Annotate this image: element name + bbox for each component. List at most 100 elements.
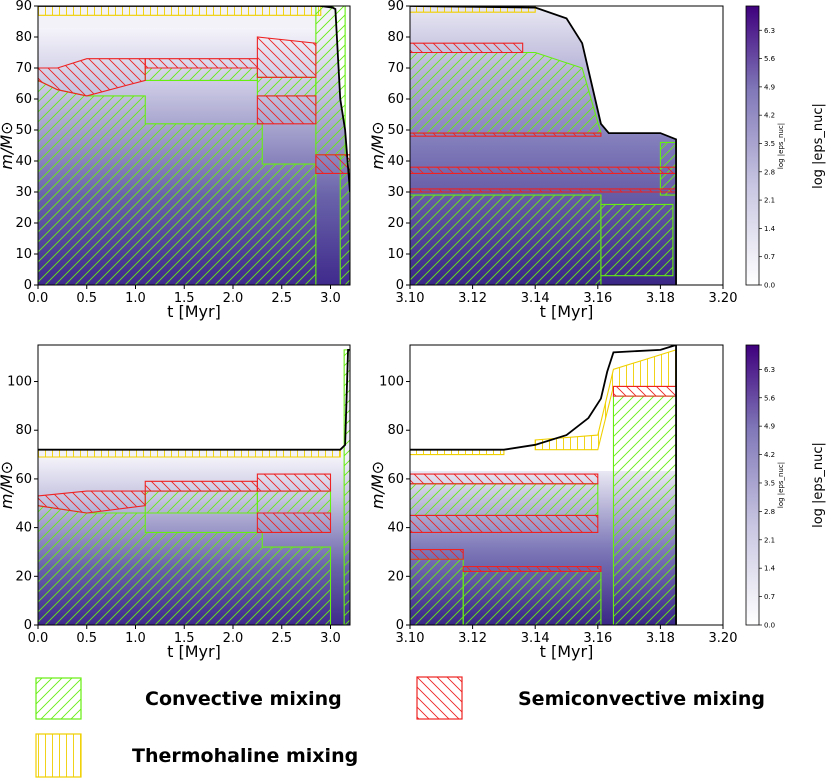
p4-total-mass-line bbox=[410, 345, 677, 625]
panel-bottom-right: 3.10 3.12 3.14 3.16 3.18 3.20 0 20 40 60 80 100 t [M… bbox=[368, 344, 737, 661]
p4-semiconvective-zone-4 bbox=[612, 385, 677, 397]
p3-ytick-label: 0 bbox=[24, 618, 32, 633]
p3-semiconvective-zone-2 bbox=[256, 473, 332, 492]
p4-semiconvective-zone-2 bbox=[410, 514, 599, 534]
colorbar-bottom-gradient bbox=[745, 344, 760, 626]
colorbar-tick-label: 4.9 bbox=[764, 83, 775, 91]
p2-total-mass-line bbox=[410, 6, 677, 285]
p2-ytick-label: 70 bbox=[387, 61, 404, 76]
p2-convective-zone-0 bbox=[410, 194, 602, 285]
p4-ytick-label: 100 bbox=[379, 375, 404, 390]
colorbar-tick-label: 1.4 bbox=[764, 565, 776, 573]
p3-envelope-shade bbox=[38, 349, 350, 457]
p4-ytick-label: 20 bbox=[387, 569, 404, 584]
p1-xtick-label: 1.5 bbox=[174, 291, 195, 306]
p1-semiconvective-zone-1 bbox=[144, 58, 258, 69]
p4-ylabel: m/M⊙ bbox=[368, 461, 387, 509]
p1-ytick-label: 10 bbox=[15, 247, 32, 262]
p3-ytick-label: 40 bbox=[15, 521, 32, 536]
p3-plot-area bbox=[38, 348, 350, 625]
p4-xtick-label: 3.12 bbox=[458, 631, 487, 646]
p1-ytick-label: 40 bbox=[15, 154, 32, 169]
colorbar-tick-label: 6.3 bbox=[764, 366, 775, 374]
p1-ytick-label: 30 bbox=[15, 185, 32, 200]
semiconvective-swatch bbox=[416, 676, 463, 720]
p4-plot-area bbox=[410, 345, 677, 625]
colorbar-tick-label: 1.4 bbox=[764, 225, 776, 233]
p2-ytick-label: 10 bbox=[387, 247, 404, 262]
p4-convective-zone-3 bbox=[612, 395, 677, 625]
colorbar-top-gradient bbox=[745, 5, 760, 286]
p1-xtick-label: 3.0 bbox=[320, 291, 341, 306]
colorbar-tick-label: 3.5 bbox=[764, 479, 775, 487]
colorbar-tick-label: 0.7 bbox=[764, 593, 775, 601]
convective-swatch bbox=[35, 677, 82, 720]
p3-convective-zone-2 bbox=[256, 490, 332, 514]
p4-convective-zone-0 bbox=[410, 558, 464, 625]
p1-xtick-label: 1.0 bbox=[125, 291, 146, 306]
p1-ytick-label: 70 bbox=[15, 61, 32, 76]
p4-xlabel: t [Myr] bbox=[540, 642, 594, 661]
p3-ytick-label: 80 bbox=[15, 423, 32, 438]
colorbar-tick-label: 4.9 bbox=[764, 423, 775, 431]
colorbar-top-small-label: log |eps_nuc| bbox=[777, 123, 785, 169]
p4-xtick-label: 3.14 bbox=[521, 631, 550, 646]
colorbar-tick-label: 0.7 bbox=[764, 253, 775, 261]
colorbar-bottom-label: log |eps_nuc| bbox=[811, 442, 826, 528]
p2-ytick-label: 0 bbox=[396, 278, 404, 293]
p2-ytick-label: 30 bbox=[387, 185, 404, 200]
p4-semiconvective-zone-1 bbox=[462, 566, 602, 572]
p1-semiconvective-zone-3 bbox=[256, 95, 317, 125]
p1-xtick-label: 2.0 bbox=[223, 291, 244, 306]
colorbar-bottom-small-label: log |eps_nuc| bbox=[777, 462, 785, 508]
p3-xtick-label: 1.0 bbox=[125, 631, 146, 646]
p3-semiconvective-zone-3 bbox=[256, 512, 332, 534]
panel-top-right: 3.10 3.12 3.14 3.16 3.18 3.20 0 10 20 30 40 50 60 70 8… bbox=[368, 0, 737, 321]
p2-ytick-label: 80 bbox=[387, 30, 404, 45]
p3-xtick-label: 0.0 bbox=[28, 631, 49, 646]
p2-plot-area bbox=[410, 6, 677, 285]
p1-convective-zone-4 bbox=[339, 154, 350, 285]
p1-ytick-label: 60 bbox=[15, 92, 32, 107]
p2-ytick-label: 40 bbox=[387, 154, 404, 169]
p2-xlabel: t [Myr] bbox=[540, 302, 594, 321]
colorbar-top: 0.0 0.7 1.4 2.1 2.8 3.5 4.2 4.9 5.6 6.3 log |eps_… bbox=[745, 5, 826, 290]
colorbar-top-label: log |eps_nuc| bbox=[811, 103, 826, 189]
p4-ytick-label: 40 bbox=[387, 521, 404, 536]
p4-ytick-label: 80 bbox=[387, 423, 404, 438]
p2-ytick-label: 60 bbox=[387, 92, 404, 107]
colorbar-bottom: 0.0 0.7 1.4 2.1 2.8 3.5 4.2 4.9 5.6 6.3 log |eps_… bbox=[745, 344, 826, 630]
p3-semiconvective-zone-1 bbox=[144, 480, 258, 492]
p4-convective-zone-1 bbox=[462, 570, 602, 625]
p4-ytick-label: 0 bbox=[396, 618, 404, 633]
colorbar-tick-label: 4.2 bbox=[764, 451, 775, 459]
colorbar-bottom-ticks: 0.0 0.7 1.4 2.1 2.8 3.5 4.2 4.9 5.6 6.3 bbox=[759, 366, 776, 630]
p2-ylabel: m/M⊙ bbox=[368, 121, 387, 169]
p3-total-mass-line bbox=[38, 348, 350, 451]
p1-convective-zone-1 bbox=[144, 67, 258, 81]
legend-item-convective: Convective mixing bbox=[35, 677, 342, 720]
p4-convective-zone-2 bbox=[410, 483, 599, 516]
p1-ytick-label: 0 bbox=[24, 278, 32, 293]
colorbar-tick-label: 4.2 bbox=[764, 112, 775, 120]
colorbar-tick-label: 2.8 bbox=[764, 508, 775, 516]
p1-thermohaline-zone-0 bbox=[38, 6, 322, 16]
p2-ytick-label: 50 bbox=[387, 123, 404, 138]
p1-ytick-label: 90 bbox=[15, 0, 32, 14]
p3-ytick-label: 100 bbox=[7, 375, 32, 390]
p2-semiconvective-zone-3 bbox=[410, 42, 524, 54]
p1-xtick-label: 2.5 bbox=[271, 291, 292, 306]
colorbar-tick-label: 2.1 bbox=[764, 536, 775, 544]
p3-frame bbox=[37, 344, 351, 626]
p3-thermohaline-zone-0 bbox=[38, 449, 341, 458]
colorbar-tick-label: 6.3 bbox=[764, 27, 775, 35]
colorbar-tick-label: 2.1 bbox=[764, 197, 775, 205]
p3-xtick-label: 1.5 bbox=[174, 631, 195, 646]
colorbar-top-ticks: 0.0 0.7 1.4 2.1 2.8 3.5 4.2 4.9 5.6 6.3 bbox=[759, 27, 776, 290]
colorbar-tick-label: 5.6 bbox=[764, 55, 776, 63]
p3-xtick-label: 3.0 bbox=[320, 631, 341, 646]
p1-plot-area bbox=[38, 6, 350, 285]
p2-xtick-label: 3.12 bbox=[458, 291, 487, 306]
p2-convective-zone-2 bbox=[600, 203, 674, 277]
